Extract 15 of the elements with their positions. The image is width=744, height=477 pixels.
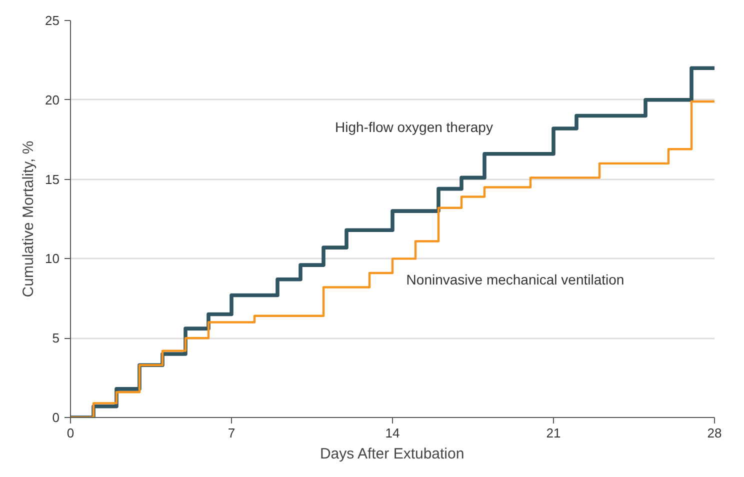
x-tick-label: 14 [385, 426, 400, 440]
y-tick-label: 10 [45, 251, 60, 266]
y-tick-label: 25 [45, 13, 60, 28]
y-tick-label: 5 [52, 330, 60, 346]
y-axis-title: Cumulative Mortality, % [20, 140, 38, 298]
x-axis-title: Days After Extubation [320, 446, 464, 462]
series-label: High-flow oxygen therapy [335, 118, 493, 135]
x-tick-label: 0 [66, 426, 74, 440]
series-label: Noninvasive mechanical ventilation [406, 271, 624, 288]
x-tick-label: 7 [228, 426, 236, 440]
y-tick-label: 15 [45, 172, 60, 187]
y-tick-label: 0 [52, 410, 60, 425]
x-tick-label: 21 [546, 426, 561, 440]
x-tick-label: 28 [707, 426, 722, 440]
y-tick-label: 20 [45, 92, 60, 108]
